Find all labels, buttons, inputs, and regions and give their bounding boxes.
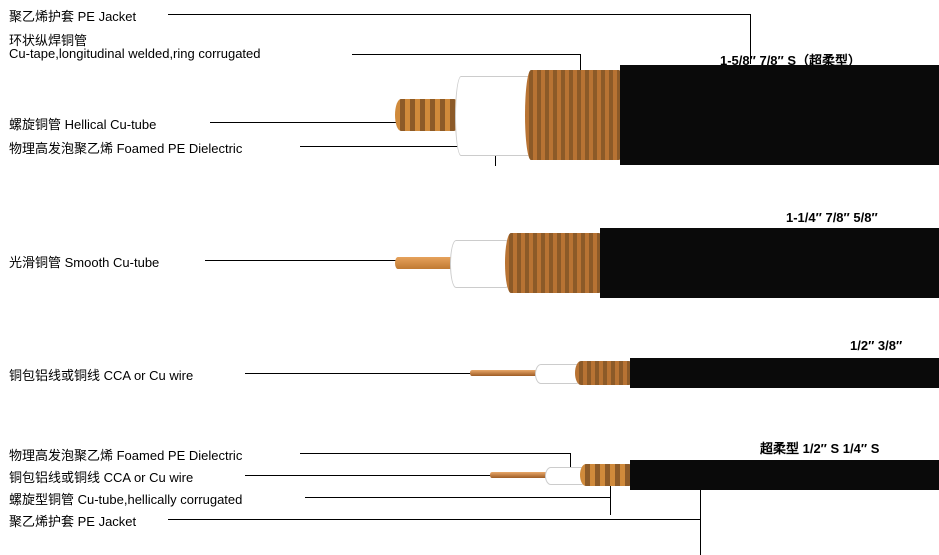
cable-c2-seg-0 [395,257,455,270]
cable-title-4: 超柔型 1/2″ S 1/4″ S [760,438,879,457]
cable-c4-seg-2 [580,464,635,487]
callout-l2b [352,54,580,55]
label-cca-wire-bot: 铜包铝线或铜线 CCA or Cu wire [9,467,193,486]
cable-title-3: 1/2″ 3/8″ [850,338,902,353]
callout-l6 [245,373,495,374]
cable-title-2: 1-1/4″ 7/8″ 5/8″ [786,210,878,225]
cable-c3-seg-3 [630,358,939,388]
label-helical-corrugated: 螺旋型铜管 Cu-tube,hellically corrugated [9,489,242,508]
callout-l8 [245,475,520,476]
label-smooth-tube: 光滑铜管 Smooth Cu-tube [9,252,159,271]
label-ring-corrugated-en: Cu-tape,longitudinal welded,ring corruga… [9,46,261,61]
label-pe-jacket-top: 聚乙烯护套 PE Jacket [9,6,136,25]
cable-c2-seg-3 [600,228,939,298]
callout-l7 [300,453,570,454]
label-helical-tube: 螺旋铜管 Hellical Cu-tube [9,114,156,133]
cable-c2-seg-2 [505,233,605,293]
cable-c1-seg-2 [525,70,625,160]
label-pe-jacket-bot: 聚乙烯护套 PE Jacket [9,511,136,530]
cable-c4-seg-3 [630,460,939,490]
cable-c4-seg-0 [490,472,550,477]
cable-c3-seg-0 [470,370,540,375]
label-foamed-pe-bot: 物理高发泡聚乙烯 Foamed PE Dielectric [9,445,242,464]
cable-c1-seg-0 [395,99,460,131]
callout-l9 [305,497,610,498]
callout-l10 [168,519,700,520]
label-cca-wire-mid: 铜包铝线或铜线 CCA or Cu wire [9,365,193,384]
cable-c3-seg-2 [575,361,635,385]
cable-c1-seg-3 [620,65,939,165]
label-foamed-pe-top: 物理高发泡聚乙烯 Foamed PE Dielectric [9,138,242,157]
callout-l1 [168,14,750,15]
cable-c2-seg-1 [450,240,512,288]
